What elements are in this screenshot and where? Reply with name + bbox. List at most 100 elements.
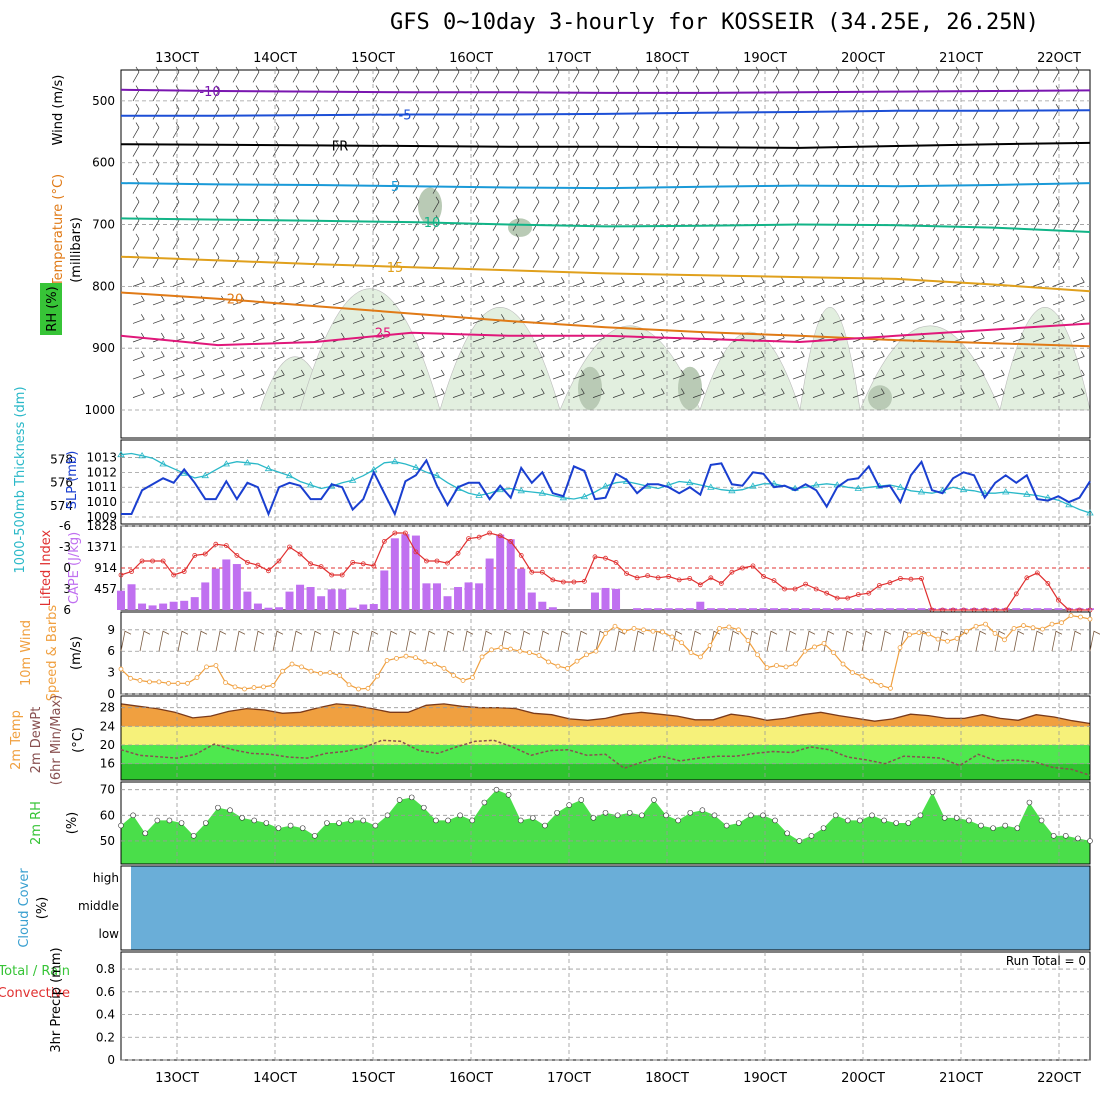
wind-barb (312, 196, 320, 213)
wind-barb (872, 233, 880, 250)
wind-barb-10m (690, 630, 702, 652)
wind-barb (872, 252, 880, 268)
cape-bar (127, 584, 136, 610)
wind-barb (672, 314, 685, 324)
wind-barb (152, 66, 160, 83)
wind-barb-10m (975, 630, 987, 652)
wind-barb (992, 332, 1005, 343)
wind-barb (652, 295, 665, 306)
wind-marker (736, 627, 741, 633)
cape-tick-label: 457 (94, 582, 117, 596)
li-marker (919, 576, 924, 581)
li-tick-label: -3 (59, 540, 71, 554)
wind-barb (812, 233, 820, 250)
li-marker (1056, 597, 1061, 603)
cape-tick-label: 1828 (86, 519, 117, 533)
wind-barb (372, 388, 385, 398)
cloud-tick-label: high (93, 871, 119, 885)
wind-barb (212, 277, 225, 287)
slp-tick-label: 1011 (86, 480, 117, 494)
wind-barb (992, 233, 1000, 250)
wind-marker (147, 679, 152, 685)
wind-marker (622, 628, 627, 634)
wind-marker (650, 628, 656, 634)
wind-barb (472, 295, 485, 306)
wind-barb (712, 178, 720, 194)
wind-barb (512, 252, 520, 268)
wind-barb (252, 196, 260, 213)
cape-tick-label: 914 (94, 561, 117, 575)
wind-marker (973, 623, 979, 629)
wind-barb (432, 159, 440, 176)
wind-barb (932, 369, 945, 380)
wind-marker (394, 655, 399, 661)
wind-barb (292, 332, 305, 343)
wind-barb (992, 215, 1000, 231)
rh-marker (687, 809, 694, 816)
wind-barb (332, 252, 340, 268)
wind-marker (232, 684, 238, 690)
wind-barb (432, 252, 440, 268)
wind-marker (451, 673, 456, 678)
rh-dark-area (508, 218, 532, 237)
wind-barb (172, 159, 180, 176)
isotherm-20 (120, 291, 1091, 348)
cape-bar (117, 590, 125, 610)
temp-band-yellow (121, 726, 1090, 745)
wind-barb (412, 159, 420, 176)
wind-barb (832, 388, 845, 398)
wind-barb (732, 369, 745, 380)
wind-barb (1012, 66, 1020, 83)
wind-barb (1052, 351, 1065, 361)
rh-marker (675, 817, 681, 824)
wind-barb (672, 369, 685, 380)
wind-barb (252, 103, 260, 120)
wind-barb (172, 122, 180, 139)
wind-barb (1072, 314, 1085, 324)
wind-marker (878, 683, 884, 688)
thickness-marker (917, 488, 926, 495)
wind-barb (292, 277, 305, 287)
isotherm-label: 5 (391, 180, 399, 195)
wind-marker (1021, 623, 1026, 628)
wind-barb (512, 196, 520, 213)
wind-barb (192, 351, 205, 361)
wind-barb (392, 122, 400, 139)
cape-bar (443, 596, 452, 610)
wind-barb (152, 295, 165, 306)
wind-barb (492, 388, 505, 398)
wind-marker (270, 683, 276, 688)
wind-barb (472, 140, 480, 157)
wind-barb (712, 314, 725, 324)
wind-barb (192, 85, 200, 102)
wind-barb (972, 388, 985, 398)
wind-barb (412, 295, 425, 306)
cape-bar (885, 608, 894, 610)
wind-barb (492, 252, 500, 268)
wind-barb (632, 233, 640, 250)
wind-barb (352, 295, 365, 306)
slp-tick-label: 1009 (86, 510, 117, 524)
wind-barb-10m (234, 630, 246, 652)
li-marker (645, 573, 651, 579)
wind-barb (392, 196, 400, 213)
wind-marker (1068, 613, 1074, 618)
thickness-marker (1086, 509, 1094, 516)
wind-barb (412, 196, 420, 213)
wind-barb (172, 369, 185, 380)
wind-barb (432, 196, 440, 213)
wind-barb (392, 159, 400, 176)
wind-barb (232, 196, 240, 213)
wind-barb-10m (424, 630, 436, 652)
wind-barb (292, 388, 305, 398)
wind-barb (332, 233, 340, 250)
wind-barb (192, 277, 205, 287)
wind-barb (392, 233, 400, 250)
wind-marker (793, 661, 798, 667)
wind-barb (552, 351, 565, 361)
li-marker (381, 539, 387, 544)
precip-tick-label: 0.2 (96, 1030, 115, 1044)
wind-barb (892, 178, 900, 194)
wind-barb (752, 103, 760, 120)
